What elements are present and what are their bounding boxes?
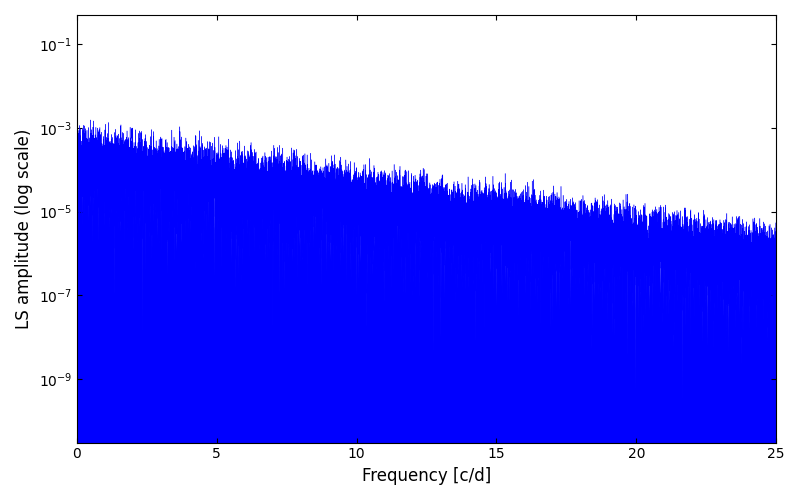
X-axis label: Frequency [c/d]: Frequency [c/d] <box>362 467 491 485</box>
Y-axis label: LS amplitude (log scale): LS amplitude (log scale) <box>15 128 33 329</box>
